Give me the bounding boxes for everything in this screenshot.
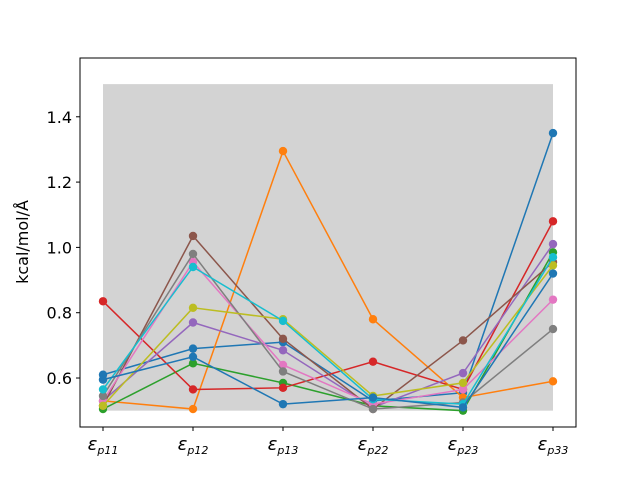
data-point bbox=[98, 391, 108, 401]
x-tick-label: εp22 bbox=[358, 434, 389, 457]
data-point bbox=[548, 324, 558, 334]
x-tick-label: εp23 bbox=[448, 434, 479, 457]
data-point bbox=[548, 295, 558, 304]
series-line bbox=[102, 260, 554, 405]
data-point bbox=[188, 303, 198, 313]
data-point bbox=[458, 403, 468, 412]
data-point bbox=[188, 352, 198, 361]
data-point bbox=[368, 315, 378, 324]
y-tick-label: 0.8 bbox=[47, 304, 72, 323]
data-point bbox=[98, 297, 108, 306]
data-point bbox=[548, 269, 558, 278]
data-point bbox=[188, 404, 198, 414]
data-point bbox=[278, 146, 288, 156]
data-point bbox=[188, 385, 198, 394]
series-layer bbox=[98, 128, 558, 415]
x-tick-label: εp11 bbox=[88, 434, 119, 457]
data-point bbox=[188, 318, 198, 327]
data-point bbox=[548, 252, 558, 262]
x-tick-label: εp13 bbox=[268, 434, 299, 457]
data-point bbox=[458, 336, 468, 345]
data-point bbox=[548, 217, 558, 226]
data-point bbox=[548, 239, 558, 249]
data-point bbox=[278, 334, 288, 344]
data-point bbox=[188, 262, 198, 272]
series-line bbox=[102, 252, 554, 410]
data-point bbox=[278, 316, 288, 326]
data-point bbox=[458, 378, 468, 388]
series-11 bbox=[98, 269, 558, 412]
x-tick-label: εp12 bbox=[178, 434, 209, 457]
y-tick-label: 1.0 bbox=[47, 238, 72, 257]
y-tick-label: 0.6 bbox=[47, 369, 72, 388]
data-point bbox=[278, 360, 288, 370]
series-line bbox=[102, 234, 554, 410]
data-point bbox=[188, 249, 198, 259]
data-point bbox=[458, 385, 468, 394]
shaded-band-layer bbox=[103, 84, 553, 411]
data-point bbox=[368, 357, 378, 366]
x-axis: εp11 εp12 εp13 εp22 εp23 εp33 bbox=[88, 427, 569, 457]
data-point bbox=[368, 393, 378, 402]
data-point bbox=[278, 383, 288, 393]
series-10 bbox=[98, 252, 558, 409]
series-line bbox=[102, 149, 554, 410]
data-point bbox=[278, 399, 288, 409]
data-point bbox=[278, 367, 288, 376]
shaded-band bbox=[103, 84, 553, 411]
series-line bbox=[102, 132, 554, 402]
y-axis-label: kcal/mol/Å bbox=[13, 200, 32, 284]
series-line bbox=[102, 243, 554, 409]
data-point bbox=[548, 128, 558, 138]
data-point bbox=[458, 368, 468, 378]
data-point bbox=[98, 401, 108, 410]
data-point bbox=[188, 359, 198, 368]
data-point bbox=[98, 375, 108, 384]
series-line bbox=[102, 264, 554, 407]
x-tick-label: εp33 bbox=[538, 434, 569, 457]
data-point bbox=[188, 344, 198, 353]
y-tick-label: 1.2 bbox=[47, 173, 72, 192]
data-point bbox=[278, 346, 288, 355]
series-8 bbox=[98, 249, 558, 414]
data-point bbox=[368, 404, 378, 414]
y-tick-label: 1.4 bbox=[47, 108, 72, 127]
series-line bbox=[102, 273, 554, 409]
data-point bbox=[98, 385, 108, 394]
series-line bbox=[102, 256, 554, 405]
plot-frame bbox=[79, 57, 577, 428]
data-point bbox=[548, 261, 558, 270]
y-axis: 0.6 0.8 1.0 1.2 1.4 bbox=[47, 108, 80, 388]
data-point bbox=[548, 377, 558, 386]
data-point bbox=[188, 231, 198, 241]
